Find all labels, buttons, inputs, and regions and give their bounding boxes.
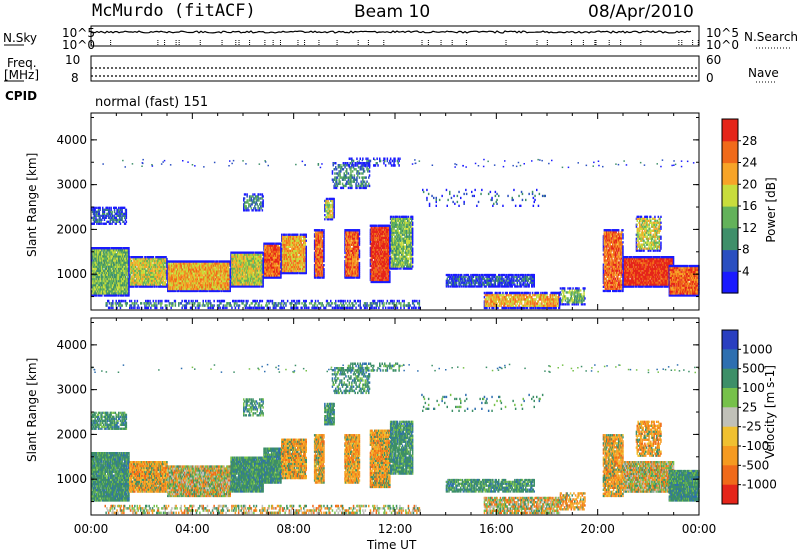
freq-tick-bottom: 8 bbox=[71, 71, 79, 85]
colorbar-tick-label: 28 bbox=[742, 134, 757, 148]
colorbar-swatch bbox=[722, 162, 738, 185]
colorbar-swatch bbox=[722, 140, 738, 164]
station-title: McMurdo (fitACF) bbox=[92, 1, 256, 21]
y-tick-label: 2000 bbox=[56, 427, 87, 441]
velocity-colorbar-label: Velocity [m s-1] bbox=[763, 352, 777, 472]
velocity-ylabel: Slant Range [km] bbox=[25, 358, 39, 462]
y-tick-label: 1000 bbox=[56, 267, 87, 281]
cpid-label: CPID bbox=[5, 89, 37, 103]
colorbar-swatch bbox=[722, 206, 738, 229]
y-tick-label: 2000 bbox=[56, 222, 87, 236]
colorbar-tick-label: -500 bbox=[742, 458, 769, 472]
colorbar-swatch bbox=[722, 349, 738, 370]
power-colorbar-label: Power [dB] bbox=[764, 155, 778, 265]
freq-unit: [MHz] bbox=[4, 68, 39, 82]
beam-title: Beam 10 bbox=[354, 2, 430, 22]
colorbar-tick-label: 100 bbox=[742, 381, 765, 395]
velocity-colorbar: 1000 500 100 25 -25 -100 -500 -1000 bbox=[721, 329, 777, 505]
y-tick-label: 4000 bbox=[56, 338, 87, 352]
nsky-label: N.Sky bbox=[3, 31, 37, 45]
colorbar-tick-label: 4 bbox=[742, 264, 750, 278]
colorbar-tick-label: 12 bbox=[742, 221, 757, 235]
cpid-value: normal (fast) 151 bbox=[95, 95, 208, 110]
colorbar-swatch bbox=[722, 484, 738, 505]
colorbar-tick-label: 8 bbox=[742, 243, 750, 257]
y-tick-label: 3000 bbox=[56, 383, 87, 397]
colorbar-tick-label: 16 bbox=[742, 199, 757, 213]
nave-tick-top: 60 bbox=[706, 53, 721, 67]
x-tick-label: 12:00 bbox=[378, 522, 413, 536]
x-tick-label: 16:00 bbox=[479, 522, 514, 536]
x-tick-label: 00:00 bbox=[74, 522, 109, 536]
x-tick-label: 08:00 bbox=[276, 522, 311, 536]
frequency-panel bbox=[90, 55, 700, 82]
date-title: 08/Apr/2010 bbox=[588, 2, 694, 22]
colorbar-swatch bbox=[722, 330, 738, 350]
nave-label: Nave bbox=[748, 66, 779, 80]
power-heatmap bbox=[91, 157, 700, 310]
nsearch-tick-bottom: 10^0 bbox=[706, 38, 739, 52]
colorbar-tick-label: 20 bbox=[742, 177, 757, 191]
y-tick-label: 3000 bbox=[56, 178, 87, 192]
x-tick-label: 00:00 bbox=[682, 522, 717, 536]
nave-tick-bottom: 0 bbox=[706, 71, 714, 85]
velocity-heatmap bbox=[91, 362, 700, 515]
nsky-panel bbox=[90, 25, 700, 47]
freq-label: Freq. bbox=[7, 56, 37, 70]
colorbar-swatch bbox=[722, 119, 738, 142]
colorbar-tick-label: 24 bbox=[742, 156, 757, 170]
colorbar-swatch bbox=[722, 227, 738, 251]
colorbar-tick-label: 1000 bbox=[742, 342, 773, 356]
colorbar-tick-label: 500 bbox=[742, 362, 765, 376]
nsky-tick-bottom: 10^0 bbox=[62, 38, 95, 52]
colorbar-swatch bbox=[722, 368, 738, 389]
y-tick-label: 1000 bbox=[56, 472, 87, 486]
x-axis-label: Time UT bbox=[367, 538, 416, 552]
colorbar-swatch bbox=[722, 465, 738, 486]
freq-tick-top: 10 bbox=[65, 53, 80, 67]
colorbar-tick-label: -25 bbox=[742, 420, 762, 434]
nsky-tick-top: 10^5 bbox=[62, 26, 95, 40]
nsearch-label: N.Search bbox=[744, 30, 798, 44]
x-tick-label: 20:00 bbox=[580, 522, 615, 536]
colorbar-swatch bbox=[722, 446, 738, 466]
nsearch-tick-top: 10^5 bbox=[706, 26, 739, 40]
colorbar-tick-label: -100 bbox=[742, 439, 769, 453]
colorbar-swatch bbox=[722, 271, 738, 294]
colorbar-swatch bbox=[722, 388, 738, 408]
colorbar-swatch bbox=[722, 184, 738, 207]
power-ylabel: Slant Range [km] bbox=[25, 153, 39, 257]
colorbar-swatch bbox=[722, 426, 738, 447]
colorbar-tick-label: -1000 bbox=[742, 478, 777, 492]
x-tick-label: 04:00 bbox=[175, 522, 210, 536]
colorbar-swatch bbox=[722, 249, 738, 272]
colorbar-swatch bbox=[722, 407, 738, 428]
power-colorbar: 4 8 12 16 20 24 28 bbox=[721, 118, 757, 294]
colorbar-tick-label: 25 bbox=[742, 400, 757, 414]
y-tick-label: 4000 bbox=[56, 133, 87, 147]
